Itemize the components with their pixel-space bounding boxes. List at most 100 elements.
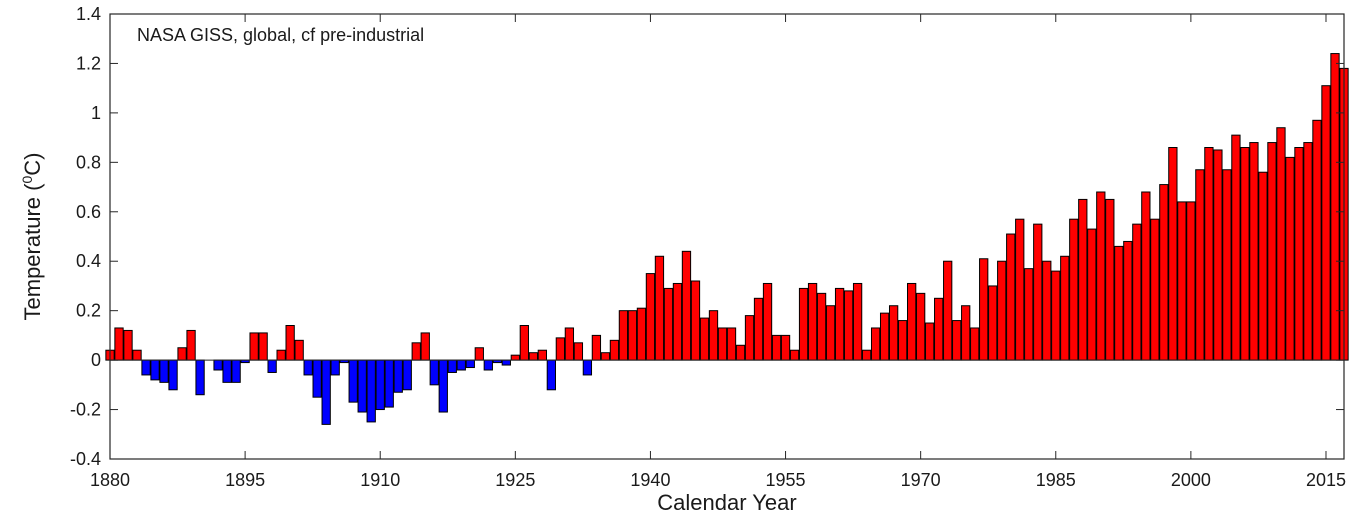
y-tick-label-1: -0.2	[70, 400, 101, 420]
bar-1945	[690, 280, 701, 361]
bar-1905	[330, 359, 340, 376]
bar-1960	[825, 305, 836, 361]
bar-1919	[456, 359, 466, 371]
bar-1933	[582, 359, 593, 376]
bars-layer	[105, 53, 1349, 425]
bar-1974	[952, 320, 962, 361]
bar-2004	[1222, 169, 1232, 361]
bar-1893	[222, 359, 232, 383]
bar-2012	[1294, 147, 1304, 361]
y-tick-label-7: 1	[91, 103, 101, 123]
bar-1884	[141, 359, 151, 376]
bar-2000	[1186, 201, 1196, 361]
bar-1972	[934, 297, 944, 361]
bar-1979	[997, 260, 1007, 361]
bar-1981	[1015, 218, 1025, 361]
bar-1965	[870, 327, 881, 361]
bar-1973	[943, 260, 953, 361]
bar-1990	[1096, 191, 1106, 361]
x-tick-label-2015: 2015	[1306, 470, 1346, 490]
bar-1938	[627, 310, 638, 361]
bar-1931	[564, 327, 575, 361]
x-tick-label-1880: 1880	[90, 470, 130, 490]
bar-1929	[546, 359, 557, 391]
bar-1947	[708, 310, 719, 361]
bar-1995	[1141, 191, 1151, 361]
bar-1920	[465, 359, 475, 369]
bar-1963	[852, 282, 863, 361]
bar-1909	[366, 359, 376, 423]
bar-2009	[1267, 142, 1277, 361]
bar-2006	[1240, 147, 1250, 361]
bar-2011	[1285, 156, 1295, 361]
bar-1988	[1078, 198, 1088, 361]
y-tick-label-8: 1.2	[76, 53, 101, 73]
x-tick-label-1970: 1970	[901, 470, 941, 490]
y-tick-label-6: 0.8	[76, 152, 101, 172]
bar-1955	[780, 334, 791, 361]
bar-1957	[798, 287, 809, 361]
x-tick-label-1940: 1940	[630, 470, 670, 490]
bar-1949	[726, 327, 737, 361]
y-axis-title-unit: C)	[20, 153, 45, 176]
bar-1998	[1168, 147, 1178, 361]
bar-1936	[609, 339, 620, 361]
bar-1942	[663, 287, 674, 361]
bar-1928	[537, 349, 548, 361]
y-tick-label-9: 1.4	[76, 4, 101, 24]
x-tick-label-1910: 1910	[360, 470, 400, 490]
bar-2016	[1330, 53, 1340, 361]
bar-1892	[213, 359, 223, 371]
bar-1948	[717, 327, 728, 361]
bar-2001	[1195, 169, 1205, 361]
bar-1894	[231, 359, 241, 383]
bar-1987	[1069, 218, 1079, 361]
bar-1914	[411, 342, 421, 361]
y-tick-label-4: 0.4	[76, 251, 101, 271]
bar-1944	[681, 250, 692, 361]
bar-1958	[807, 282, 818, 361]
bar-1888	[177, 347, 187, 361]
bar-1989	[1087, 228, 1097, 361]
bar-1999	[1177, 201, 1187, 361]
bar-1918	[447, 359, 457, 373]
bar-1890	[195, 359, 205, 396]
bar-1984	[1042, 260, 1052, 361]
x-tick-label-1955: 1955	[766, 470, 806, 490]
bar-1969	[907, 282, 917, 361]
y-tick-label-5: 0.6	[76, 202, 101, 222]
plot-area-frame	[109, 13, 1345, 460]
bar-1992	[1114, 245, 1124, 361]
y-tick-label-0: -0.4	[70, 449, 101, 469]
bar-1935	[600, 352, 611, 361]
bar-1897	[258, 332, 268, 361]
bar-2002	[1204, 147, 1214, 361]
bar-2013	[1303, 142, 1313, 361]
bar-1952	[753, 297, 764, 361]
tick-labels-layer: 1880 1895 1910 1925 1940 1955 1970 1985 2000 2015…	[70, 4, 1346, 490]
bar-1930	[555, 337, 566, 361]
bar-1975	[961, 305, 971, 361]
bar-1941	[654, 255, 665, 361]
chart-title: NASA GISS, global, cf pre-industrial	[137, 25, 424, 45]
bar-1950	[735, 344, 746, 361]
bar-1980	[1006, 233, 1016, 361]
bar-1916	[429, 359, 439, 386]
bar-2007	[1249, 142, 1259, 361]
bar-1954	[771, 334, 782, 361]
bar-1946	[699, 317, 710, 361]
bar-2008	[1258, 171, 1268, 361]
bar-1982	[1024, 268, 1034, 361]
bar-1961	[834, 287, 845, 361]
bar-1927	[528, 352, 538, 361]
bar-2005	[1231, 134, 1241, 361]
bar-1886	[159, 359, 169, 383]
bar-1889	[186, 329, 196, 361]
y-tick-label-3: 0.2	[76, 301, 101, 321]
bar-1968	[898, 320, 908, 361]
bar-1964	[861, 349, 872, 361]
bar-1915	[420, 332, 430, 361]
bar-1937	[618, 310, 629, 361]
x-tick-label-2000: 2000	[1171, 470, 1211, 490]
bar-1985	[1051, 270, 1061, 361]
